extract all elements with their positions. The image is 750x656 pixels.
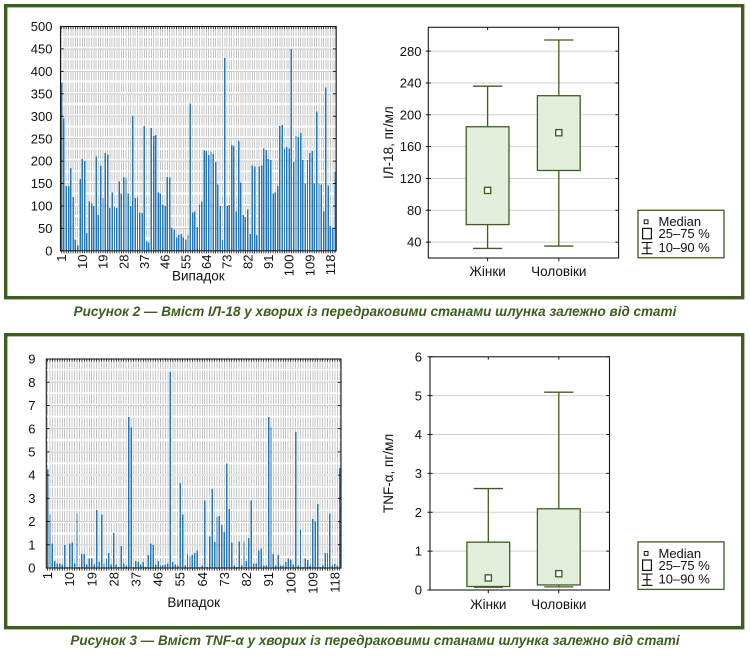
svg-text:40: 40 [407, 235, 421, 250]
svg-text:3: 3 [415, 466, 422, 481]
svg-text:28: 28 [106, 572, 121, 586]
svg-text:19: 19 [96, 255, 111, 269]
svg-text:10: 10 [75, 255, 90, 269]
svg-text:300: 300 [31, 109, 53, 124]
svg-text:4: 4 [28, 468, 35, 483]
svg-text:160: 160 [400, 139, 422, 154]
svg-text:37: 37 [129, 572, 144, 586]
svg-text:19: 19 [84, 572, 99, 586]
svg-text:3: 3 [28, 491, 35, 506]
svg-text:6: 6 [28, 421, 35, 436]
svg-text:80: 80 [407, 203, 421, 218]
svg-text:4: 4 [415, 427, 422, 442]
svg-text:5: 5 [415, 388, 422, 403]
svg-text:55: 55 [178, 255, 193, 269]
svg-text:0: 0 [415, 583, 422, 598]
svg-text:Жінки: Жінки [470, 597, 506, 612]
svg-text:7: 7 [28, 398, 35, 413]
svg-text:240: 240 [400, 76, 422, 91]
svg-text:1: 1 [40, 572, 55, 579]
svg-text:100: 100 [31, 199, 53, 214]
svg-text:118: 118 [323, 255, 338, 276]
svg-text:2: 2 [28, 514, 35, 529]
svg-text:150: 150 [31, 176, 53, 191]
svg-text:64: 64 [195, 572, 210, 586]
svg-text:TNF-α, пг/мл: TNF-α, пг/мл [381, 434, 396, 513]
svg-text:100: 100 [283, 572, 298, 594]
svg-text:109: 109 [302, 255, 317, 277]
svg-text:350: 350 [31, 86, 53, 101]
svg-text:0: 0 [45, 243, 52, 258]
svg-text:73: 73 [217, 572, 232, 586]
svg-text:120: 120 [400, 171, 422, 186]
svg-text:82: 82 [239, 572, 254, 586]
svg-text:37: 37 [137, 255, 152, 269]
svg-text:1: 1 [54, 255, 69, 262]
svg-text:250: 250 [31, 131, 53, 146]
svg-text:25–75 %: 25–75 % [659, 226, 711, 241]
svg-text:200: 200 [31, 154, 53, 169]
svg-text:2: 2 [415, 505, 422, 520]
svg-text:Median: Median [659, 214, 702, 229]
svg-text:450: 450 [31, 42, 53, 57]
svg-text:Чоловіки: Чоловіки [531, 597, 586, 612]
svg-text:46: 46 [151, 572, 166, 586]
svg-text:28: 28 [116, 255, 131, 269]
svg-text:400: 400 [31, 64, 53, 79]
svg-text:64: 64 [199, 255, 214, 269]
svg-text:Жінки: Жінки [469, 264, 505, 279]
svg-text:8: 8 [28, 375, 35, 390]
svg-text:118: 118 [327, 572, 342, 593]
svg-text:1: 1 [415, 544, 422, 559]
svg-text:10: 10 [62, 572, 77, 586]
svg-text:91: 91 [261, 572, 276, 586]
svg-text:Випадок: Випадок [172, 269, 225, 284]
svg-text:280: 280 [400, 44, 422, 59]
svg-text:Випадок: Випадок [167, 595, 220, 610]
svg-text:100: 100 [282, 255, 297, 277]
svg-text:109: 109 [305, 572, 320, 594]
svg-text:82: 82 [240, 255, 255, 269]
svg-text:9: 9 [28, 352, 35, 367]
svg-text:55: 55 [173, 572, 188, 586]
svg-text:46: 46 [158, 255, 173, 269]
svg-text:6: 6 [415, 349, 422, 364]
svg-text:1: 1 [28, 537, 35, 552]
svg-text:200: 200 [400, 107, 422, 122]
svg-text:5: 5 [28, 444, 35, 459]
svg-text:50: 50 [38, 221, 52, 236]
svg-text:Чоловіки: Чоловіки [531, 264, 586, 279]
svg-text:0: 0 [28, 561, 35, 576]
svg-text:Median: Median [659, 546, 702, 561]
svg-text:10–90 %: 10–90 % [659, 572, 711, 587]
svg-text:73: 73 [220, 255, 235, 269]
svg-text:91: 91 [261, 255, 276, 269]
svg-text:500: 500 [31, 19, 53, 34]
svg-text:25–75 %: 25–75 % [659, 558, 711, 573]
svg-text:10–90 %: 10–90 % [659, 240, 711, 255]
svg-text:ІЛ-18, пг/мл: ІЛ-18, пг/мл [381, 106, 396, 179]
